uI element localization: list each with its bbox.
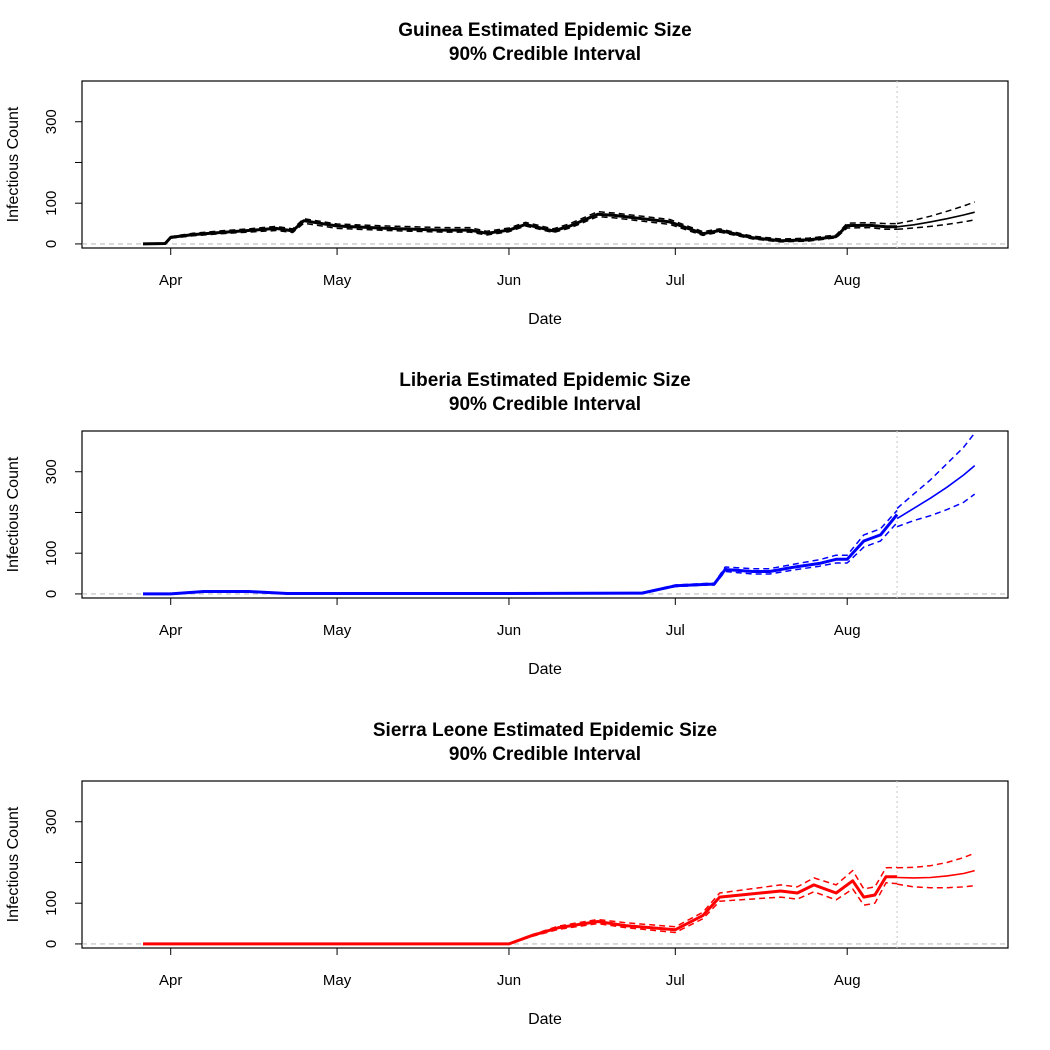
- series-upper-line: [142, 210, 898, 245]
- chart-subtitle: 90% Credible Interval: [449, 744, 641, 765]
- chart-panel-2: Liberia Estimated Epidemic Size 90% Credi…: [5, 370, 1009, 678]
- y-tick-label: 0: [43, 240, 60, 248]
- series-estimate-line: [143, 513, 899, 596]
- x-tick-label: May: [323, 272, 352, 289]
- x-tick-label: Jun: [497, 972, 521, 989]
- x-axis-label: Date: [528, 661, 562, 678]
- plot-frame: [81, 80, 1009, 249]
- x-tick-label: May: [323, 622, 352, 639]
- x-tick-label: May: [323, 972, 352, 989]
- series-lower-line: [142, 215, 898, 245]
- chart-title: Liberia Estimated Epidemic Size: [399, 370, 690, 391]
- x-axis-label: Date: [528, 1011, 562, 1028]
- plot-frame: [81, 780, 1009, 949]
- series-lower-line: [143, 522, 898, 595]
- series-forecast-upper-line: [896, 432, 976, 509]
- x-tick-label: Apr: [159, 972, 182, 989]
- chart-title: Sierra Leone Estimated Epidemic Size: [373, 720, 717, 741]
- series-forecast-upper-line: [897, 852, 975, 869]
- x-tick-label: Aug: [834, 622, 861, 639]
- y-tick-label: 300: [43, 459, 60, 484]
- y-tick-label: 0: [43, 590, 60, 598]
- x-axis-label: Date: [528, 311, 562, 328]
- series-forecast-line: [896, 464, 976, 520]
- series-estimate-line: [143, 875, 898, 946]
- chart-panel-3: Sierra Leone Estimated Epidemic Size 90% …: [5, 720, 1009, 1028]
- y-tick-label: 100: [43, 891, 60, 916]
- y-tick-label: 100: [43, 541, 60, 566]
- series-forecast-lower-line: [896, 493, 976, 528]
- y-tick-label: 300: [43, 109, 60, 134]
- x-tick-label: Jun: [497, 622, 521, 639]
- chart-subtitle: 90% Credible Interval: [449, 394, 641, 415]
- series-forecast-line: [897, 869, 975, 879]
- series-estimate-line: [142, 212, 898, 246]
- x-tick-label: Jul: [666, 972, 685, 989]
- y-tick-label: 0: [43, 940, 60, 948]
- series-forecast-upper-line: [896, 201, 975, 225]
- y-tick-label: 100: [43, 191, 60, 216]
- x-tick-label: Aug: [834, 972, 861, 989]
- chart-title: Guinea Estimated Epidemic Size: [398, 20, 692, 41]
- series-upper-line: [143, 866, 898, 945]
- plot-frame: [81, 430, 1009, 599]
- x-tick-label: Apr: [159, 622, 182, 639]
- x-tick-label: Jul: [666, 272, 685, 289]
- y-axis-label: Infectious Count: [5, 106, 22, 222]
- series-forecast-lower-line: [896, 883, 975, 889]
- y-tick-label: 300: [43, 809, 60, 834]
- series-upper-line: [143, 509, 898, 595]
- chart-subtitle: 90% Credible Interval: [449, 44, 641, 65]
- series-forecast-lower-line: [897, 219, 975, 231]
- x-tick-label: Jul: [666, 622, 685, 639]
- y-axis-label: Infectious Count: [5, 456, 22, 572]
- y-axis-label: Infectious Count: [5, 806, 22, 922]
- series-forecast-line: [897, 211, 975, 228]
- x-tick-label: Aug: [834, 272, 861, 289]
- chart-panel-1: Guinea Estimated Epidemic Size 90% Credib…: [5, 20, 1009, 328]
- x-tick-label: Jun: [497, 272, 521, 289]
- x-tick-label: Apr: [159, 272, 182, 289]
